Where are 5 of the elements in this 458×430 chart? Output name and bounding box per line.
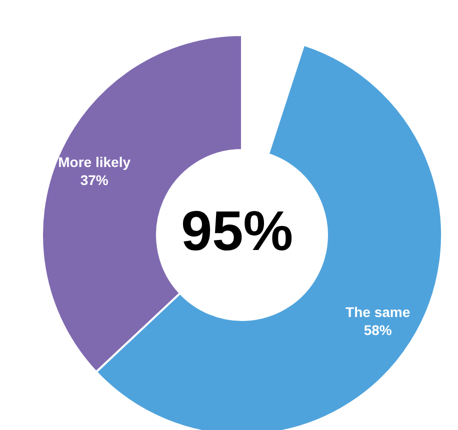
slice-label: More likely	[58, 154, 131, 170]
text: 95%	[180, 199, 294, 262]
data-label: 58%	[364, 322, 392, 338]
data-label: 37%	[80, 172, 109, 188]
slice-label: The same	[346, 304, 410, 320]
